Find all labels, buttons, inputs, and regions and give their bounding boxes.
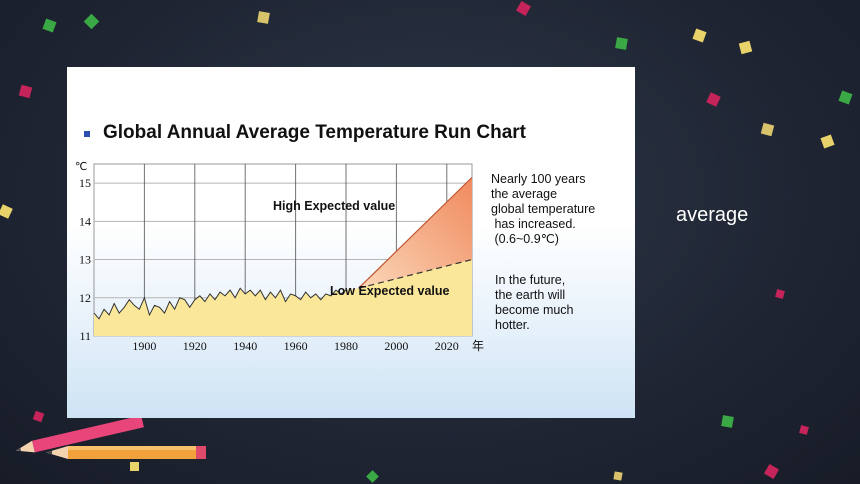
chart-card: Global Annual Average Temperature Run Ch… (67, 67, 635, 418)
x-tick-label: 1940 (233, 339, 257, 353)
high-expected-label: High Expected value (273, 199, 395, 213)
confetti (257, 11, 270, 24)
confetti (42, 18, 57, 33)
confetti (692, 28, 707, 43)
confetti (820, 134, 835, 149)
high-expected-line (358, 176, 473, 289)
confetti (515, 0, 532, 17)
note-line: the average (491, 187, 558, 201)
y-tick-label: 13 (79, 253, 91, 267)
confetti (799, 425, 809, 435)
temperature-chart: 11 12 13 14 15 ℃ 1900 1920 1940 1960 1980 2000 2020 年… (75, 160, 484, 353)
note-line: global temperature (491, 202, 596, 216)
low-projection-area (346, 259, 472, 336)
x-tick-label: 1920 (183, 339, 207, 353)
orange-pencil-icon (46, 446, 206, 459)
confetti (838, 90, 853, 105)
title-bullet (84, 131, 90, 137)
note-line: Nearly 100 years (491, 172, 586, 186)
confetti (366, 470, 379, 483)
side-word: average (676, 204, 749, 226)
pink-pencil-icon (15, 415, 144, 453)
x-unit-label: 年 (472, 339, 484, 353)
confetti (613, 471, 623, 481)
note-line: become much (495, 303, 574, 317)
note-line: In the future, (495, 273, 566, 287)
note-line: hotter. (495, 318, 530, 332)
x-tick-label: 2020 (435, 339, 459, 353)
y-tick-label: 12 (79, 291, 91, 305)
confetti (721, 415, 734, 428)
history-area (94, 288, 346, 336)
y-tick-label: 14 (79, 214, 91, 228)
confetti (738, 40, 753, 55)
confetti (760, 122, 775, 137)
note-line: the earth will (495, 288, 566, 302)
note-line: has increased. (491, 217, 576, 231)
y-tick-label: 15 (79, 176, 91, 190)
confetti (130, 462, 139, 471)
low-expected-label: Low Expected value (330, 284, 450, 298)
y-unit-label: ℃ (75, 160, 87, 173)
confetti (83, 13, 100, 30)
chart-title: Global Annual Average Temperature Run Ch… (103, 122, 527, 143)
note-increase: Nearly 100 years the average global temper… (491, 172, 595, 247)
note-future: In the future, the earth will become much h… (495, 273, 574, 333)
x-tick-label: 1900 (132, 339, 156, 353)
confetti (18, 84, 33, 99)
x-tick-label: 1980 (334, 339, 358, 353)
y-tick-label: 11 (79, 329, 91, 343)
confetti (763, 463, 780, 480)
confetti (0, 204, 13, 219)
confetti (706, 92, 721, 107)
x-tick-label: 2000 (384, 339, 408, 353)
confetti (775, 289, 785, 299)
x-tick-label: 1960 (284, 339, 308, 353)
history-line (93, 287, 347, 320)
note-line: (0.6~0.9℃) (491, 232, 559, 246)
confetti (615, 37, 628, 50)
